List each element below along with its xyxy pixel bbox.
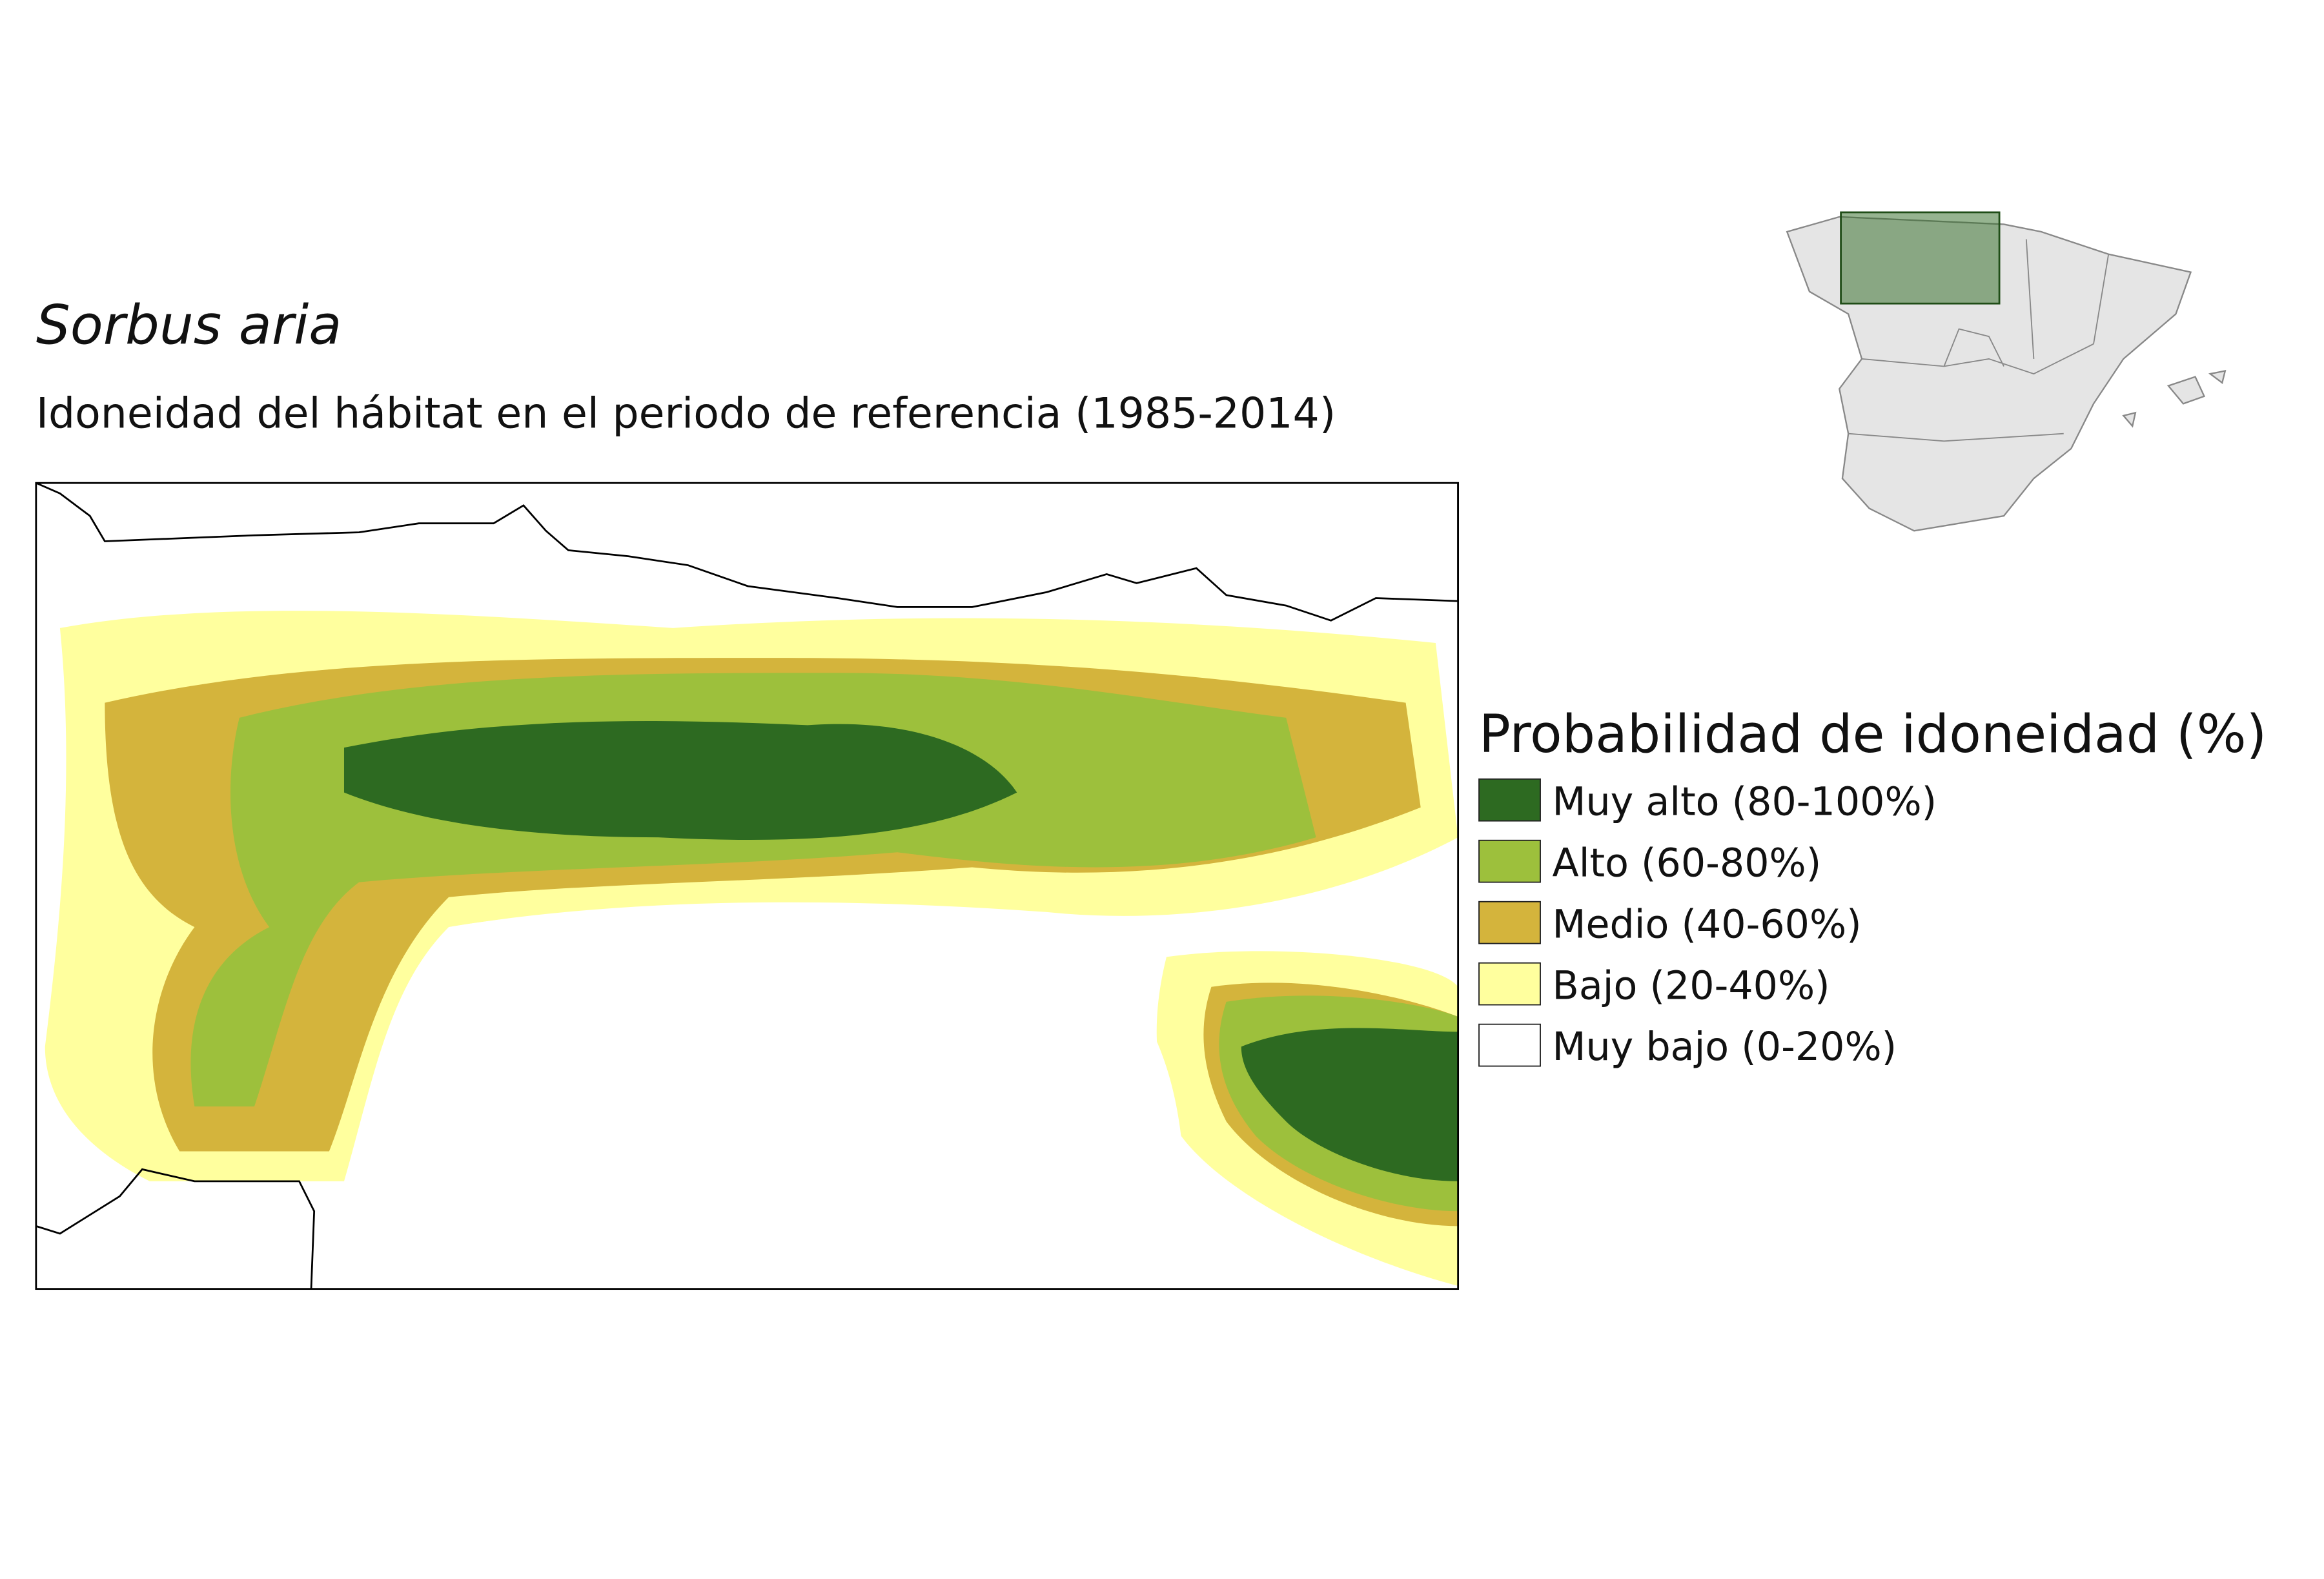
legend-swatch: [1478, 962, 1541, 1006]
legend-label: Alto (60-80%): [1553, 840, 1822, 886]
legend-label: Muy bajo (0-20%): [1553, 1024, 1897, 1070]
study-area: [1840, 211, 2001, 305]
legend-swatch: [1478, 901, 1541, 944]
legend-swatch: [1478, 778, 1541, 822]
region-borders: [1848, 239, 2110, 442]
very-high-zone: [1241, 1028, 1458, 1181]
legend-label: Medio (40-60%): [1553, 902, 1862, 947]
legend-swatch: [1478, 1023, 1541, 1067]
legend-label: Bajo (20-40%): [1553, 963, 1830, 1008]
map-frame: [35, 482, 1460, 1290]
coastline: [36, 483, 1458, 622]
inset-map: [1786, 211, 2227, 532]
plateau: [343, 904, 1185, 1289]
legend-swatch: [1478, 839, 1541, 883]
border: [36, 1168, 316, 1289]
very-high-zone: [343, 720, 1017, 840]
legend-title: Probabilidad de idoneidad (%): [1479, 704, 2267, 765]
title: Sorbus aria: [36, 294, 342, 357]
legend: Muy alto (80-100%) Alto (60-80%) Medio (40…: [1478, 778, 1937, 1070]
habitat-map: [36, 483, 1458, 1289]
legend-label: Muy alto (80-100%): [1553, 779, 1937, 824]
islands: [2122, 369, 2227, 428]
subtitle: Idoneidad del hábitat en el periodo de r…: [36, 389, 1336, 438]
